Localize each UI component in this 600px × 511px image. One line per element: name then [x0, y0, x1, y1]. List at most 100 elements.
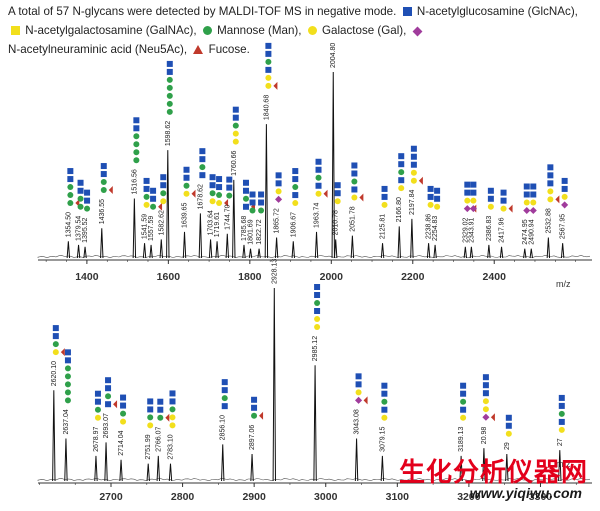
- peak-mz-label: 1760.66: [231, 150, 238, 175]
- x-tick-label: 3000: [314, 491, 338, 503]
- watermark-url: www.yiqiwu.com: [469, 485, 582, 501]
- glycan-structure-icon: [232, 106, 239, 145]
- peak-mz-label: 2985.12: [312, 336, 319, 361]
- spectrum-peak: [132, 198, 137, 259]
- spectrum-peak: [291, 241, 295, 259]
- glycan-structure-icon: [147, 398, 154, 429]
- spectrum-peak: [380, 243, 385, 259]
- peak-mz-label: 1395.52: [82, 217, 89, 242]
- spectrum-peak: [215, 241, 219, 259]
- caption-man: Mannose (Man),: [217, 24, 302, 37]
- spectrum-peak: [149, 244, 153, 259]
- peak-mz-label: 1865.72: [274, 208, 281, 233]
- glycan-structure-icon: [166, 60, 173, 115]
- spectrum-peak: [482, 448, 486, 482]
- spectrum-peak: [168, 463, 173, 482]
- peak-mz-label: 1906.67: [290, 212, 297, 237]
- spectrum-peak: [76, 244, 81, 259]
- spectrum-peak: [354, 438, 359, 482]
- glycan-structure-icon: [561, 177, 569, 209]
- glycan-structure-icon: [221, 379, 228, 410]
- glycan-structure-icon: [169, 390, 176, 429]
- spectrum-peak: [331, 71, 335, 259]
- spectrum-peak: [166, 150, 170, 259]
- peak-mz-label: 1719.61: [214, 212, 221, 237]
- caption-gal: Galactose (Gal),: [321, 24, 407, 37]
- caption-fucose: Fucose.: [208, 43, 250, 56]
- peak-mz-label: 1582.62: [158, 210, 165, 235]
- caption-galnac: N-acetylgalactosamine (GalNAc),: [25, 24, 197, 37]
- caption-neu5ac: N-acetylneuraminic acid (Neu5Ac),: [8, 43, 188, 56]
- peak-mz-label: 2637.04: [63, 409, 70, 434]
- glycan-structure-icon: [258, 191, 265, 214]
- spectrum-peak: [546, 237, 551, 259]
- spectrum-peak: [250, 453, 254, 482]
- peak-mz-label: 2010.78: [333, 210, 340, 235]
- spectrum-peak: [433, 244, 437, 259]
- spectrum-peak: [426, 243, 431, 259]
- x-tick-label: 1600: [157, 271, 181, 283]
- peak-mz-label: 2474.95: [522, 219, 529, 244]
- peak-mz-label: 2490.94: [528, 219, 535, 244]
- peak-mz-label: 2567.95: [560, 214, 567, 239]
- spectrum-peak: [221, 444, 225, 482]
- peak-mz-label: 3189.13: [458, 426, 465, 451]
- spectrum-peak: [523, 248, 527, 259]
- peak-mz-label: 2343.91: [468, 217, 475, 242]
- glycan-structure-icon: [105, 377, 118, 409]
- peak-mz-label: 2620.10: [51, 361, 58, 386]
- x-axis-label: m/z: [556, 279, 571, 289]
- peak-mz-label: 2714.04: [118, 430, 125, 455]
- glycan-structure-icon: [216, 176, 229, 208]
- spectrum-peak: [274, 237, 279, 259]
- spectrum-peak: [146, 463, 150, 482]
- peak-mz-label: 1598.62: [165, 121, 172, 146]
- peak-mz-label: 2197.84: [409, 190, 416, 215]
- glycan-structure-icon: [529, 183, 537, 215]
- spectrum-peak: [397, 226, 401, 259]
- peak-mz-label: 2928.13: [271, 259, 278, 284]
- glycan-structure-icon: [351, 162, 364, 202]
- spectrum-peak: [83, 246, 87, 259]
- glycan-structure-icon: [249, 191, 256, 214]
- spectrum-peak: [272, 287, 276, 482]
- glycan-structure-icon: [487, 187, 494, 210]
- spectrum-peak: [232, 179, 236, 259]
- glycan-structure-icon: [460, 382, 467, 421]
- peak-mz-label: 20.98: [481, 427, 488, 445]
- spectrum-peak: [64, 438, 68, 482]
- galnac-square-icon: [11, 26, 20, 35]
- glycan-structure-icon: [314, 284, 321, 330]
- peak-mz-label: 3043.08: [354, 409, 361, 434]
- peak-mz-label: 1785.68: [241, 216, 248, 241]
- spectrum-peak: [225, 233, 229, 259]
- peak-mz-label: 1516.56: [131, 169, 138, 194]
- spectrum-peak: [313, 365, 317, 482]
- spectrum-peak: [499, 246, 504, 259]
- glycan-structure-icon: [100, 163, 113, 195]
- peak-mz-label: 1703.64: [208, 210, 215, 235]
- glycan-structure-icon: [523, 183, 531, 215]
- glycan-structure-icon: [275, 172, 283, 203]
- glycan-structure-icon: [500, 189, 513, 213]
- peak-mz-label: 2051.78: [349, 206, 356, 231]
- watermark-chinese-text: 生化分析仪器网: [398, 458, 588, 488]
- spectrum-peak: [142, 243, 147, 259]
- peak-mz-label: 2004.80: [330, 43, 337, 68]
- fucose-triangle-icon: [193, 45, 204, 54]
- spectrum-peak: [248, 248, 253, 259]
- glycan-structure-icon: [160, 174, 167, 205]
- glycan-structure-icon: [226, 176, 233, 199]
- peak-mz-label: 2766.07: [155, 426, 162, 451]
- glycan-structure-icon: [120, 394, 127, 425]
- spectrum-peak: [242, 244, 246, 259]
- x-axis-label: m/z: [556, 459, 571, 469]
- spectrum-peak: [505, 453, 509, 482]
- spectrum-peak: [182, 231, 187, 259]
- spectrum-peak: [100, 228, 104, 259]
- glycan-structure-icon: [64, 349, 71, 404]
- peak-mz-label: 1963.74: [314, 203, 321, 228]
- spectrum-baseline: [37, 254, 591, 259]
- spectrum-peak: [52, 390, 56, 482]
